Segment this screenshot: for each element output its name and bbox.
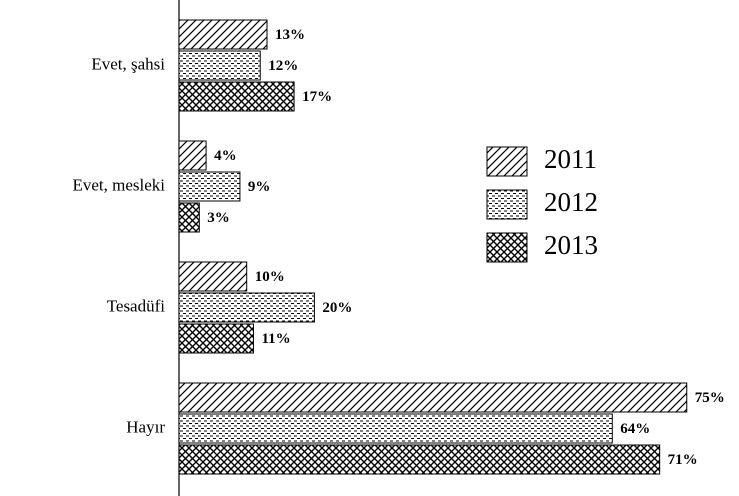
legend-label: 2011	[544, 144, 597, 174]
value-label: 10%	[255, 269, 285, 285]
legend-swatch	[486, 146, 528, 177]
value-label: 11%	[261, 331, 290, 347]
bar	[178, 444, 661, 475]
legend-label: 2012	[544, 187, 598, 217]
legend-swatch	[486, 232, 528, 263]
category-label: Evet, mesleki	[72, 175, 165, 194]
category-label: Evet, şahsi	[91, 54, 165, 73]
value-label: 20%	[322, 300, 352, 316]
legend-label: 2013	[544, 230, 598, 260]
bar	[178, 19, 268, 50]
value-label: 75%	[695, 390, 725, 406]
bar	[178, 81, 295, 112]
bar	[178, 382, 688, 413]
value-label: 13%	[275, 27, 305, 43]
legend-swatch	[486, 189, 528, 220]
value-label: 12%	[268, 58, 298, 74]
bar	[178, 292, 315, 323]
bar	[178, 413, 613, 444]
category-label: Hayır	[126, 417, 165, 436]
value-label: 3%	[207, 210, 230, 226]
value-label: 64%	[620, 421, 650, 437]
value-label: 9%	[248, 179, 271, 195]
bar	[178, 202, 200, 233]
bar	[178, 50, 261, 81]
value-label: 71%	[668, 452, 698, 468]
value-label: 4%	[214, 148, 237, 164]
bar	[178, 171, 241, 202]
bar	[178, 323, 254, 354]
bar	[178, 261, 248, 292]
value-label: 17%	[302, 89, 332, 105]
category-label: Tesadüfi	[107, 296, 166, 315]
bar	[178, 140, 207, 171]
